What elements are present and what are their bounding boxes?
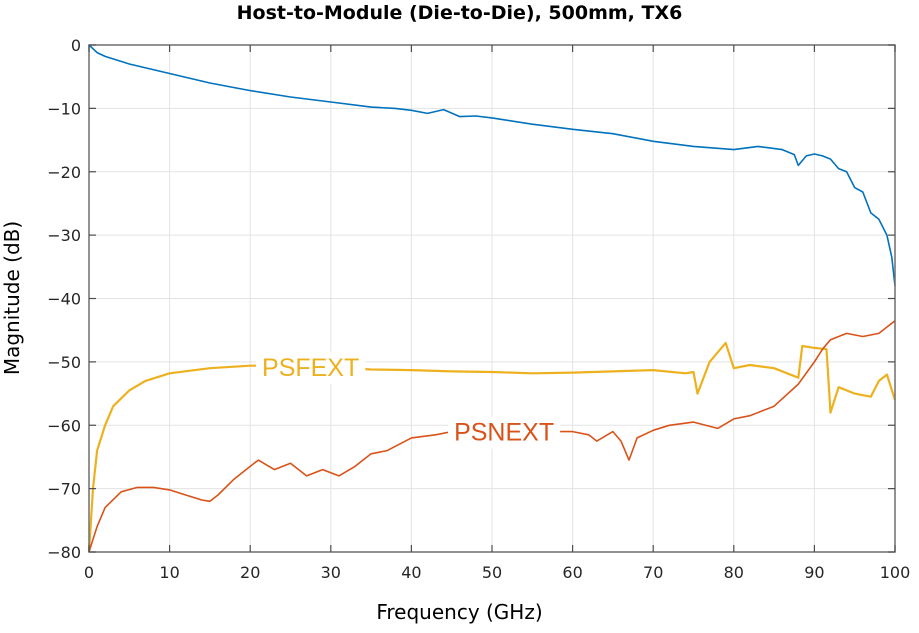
y-tick-label: −30 <box>47 226 81 245</box>
x-tick-label: 30 <box>321 563 341 582</box>
axes-frame <box>88 44 896 553</box>
x-tick-label: 70 <box>643 563 663 582</box>
grid-lines <box>89 45 895 552</box>
y-tick-label: −10 <box>47 99 81 118</box>
y-tick-label: −50 <box>47 353 81 372</box>
y-tick-label: −40 <box>47 290 81 309</box>
x-tick-label: 10 <box>159 563 179 582</box>
x-tick-label: 60 <box>562 563 582 582</box>
y-tick-label: −60 <box>47 416 81 435</box>
data-series <box>87 44 897 553</box>
tick-labels: 0 10 20 30 40 50 60 70 80 90 100 0 −10 −20 −30 −40 −50 −6… <box>47 36 910 582</box>
annotation-psfext: PSFEXT <box>262 354 359 382</box>
annotation-background <box>448 416 561 449</box>
annotation-psnext: PSNEXT <box>454 419 554 447</box>
x-tick-label: 90 <box>804 563 824 582</box>
x-tick-label: 40 <box>401 563 421 582</box>
chart-title: Host-to-Module (Die-to-Die), 500mm, TX6 <box>236 2 683 24</box>
series-line-psnext <box>88 320 896 553</box>
x-tick-label: 80 <box>724 563 744 582</box>
annotations: PSFEXT PSNEXT <box>256 351 561 449</box>
y-tick-label: 0 <box>71 36 81 55</box>
series-line-psfext <box>87 341 897 553</box>
x-tick-label: 50 <box>482 563 502 582</box>
y-tick-label: −70 <box>47 480 81 499</box>
y-tick-label: −20 <box>47 163 81 182</box>
annotation-background <box>256 351 366 384</box>
series-line-insertion-loss-tx6- <box>88 44 896 286</box>
x-tick-label: 100 <box>880 563 911 582</box>
x-tick-label: 0 <box>84 563 94 582</box>
x-axis-label: Frequency (GHz) <box>376 600 543 624</box>
x-tick-label: 20 <box>240 563 260 582</box>
y-tick-label: −80 <box>47 543 81 562</box>
